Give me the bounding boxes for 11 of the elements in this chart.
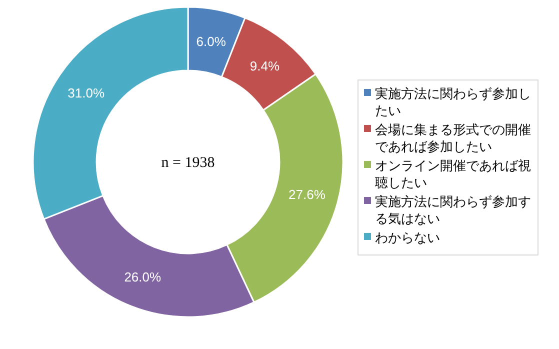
legend-label: 会場に集まる形式での開催であれば参加したい xyxy=(375,122,531,154)
legend-label: オンライン開催であれば視聴したい xyxy=(375,158,531,190)
legend-label: 実施方法に関わらず参加したい xyxy=(375,86,531,118)
data-label: 26.0% xyxy=(124,270,162,285)
data-label: 27.6% xyxy=(288,187,326,202)
text: n = 1938 xyxy=(161,155,215,171)
legend-label: 実施方法に関わらず参加する気はない xyxy=(375,194,531,226)
data-label: 31.0% xyxy=(68,86,105,101)
data-label: 9.4% xyxy=(250,58,280,74)
data-label: 6.0% xyxy=(196,34,226,49)
legend-label: わからない xyxy=(375,230,440,245)
